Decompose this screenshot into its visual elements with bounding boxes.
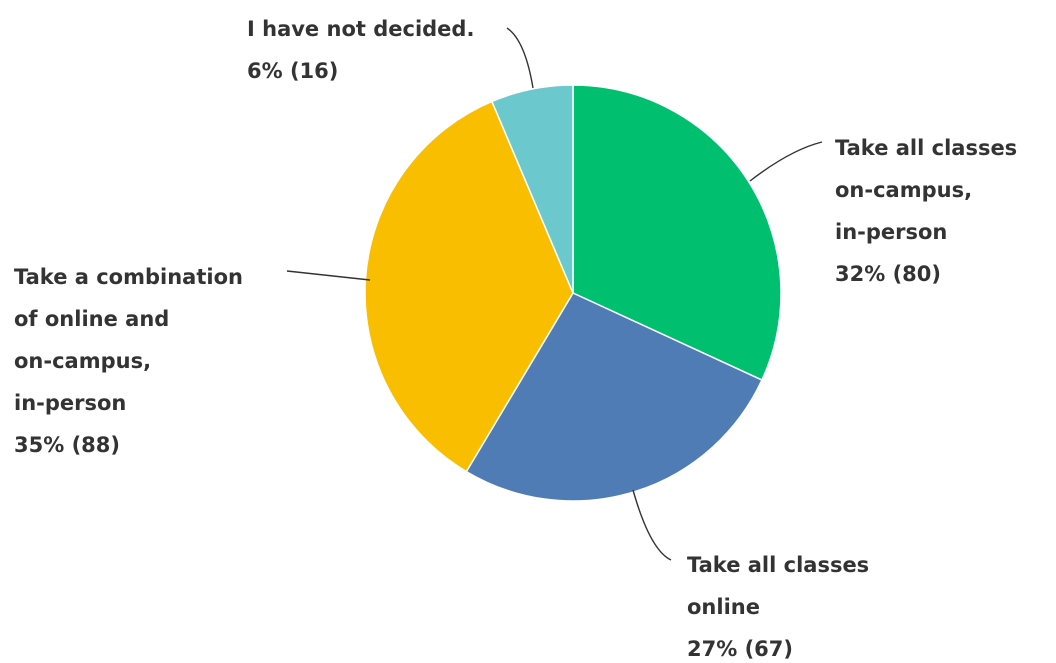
pie-slice-i-have-not-decided — [490, 84, 574, 294]
labels-layer: Take all classes on-campus, in-person 32% (… — [14, 17, 1017, 661]
pie-slice-take-a-combination-of-online-and-on-campus-in-person — [364, 100, 574, 473]
slice-label-take-a-combination-of-online-and-on-campus-in-person: Take a combination of online and on-campus… — [14, 265, 243, 457]
slice-name-line: Take all classes — [835, 136, 1017, 160]
slice-name-line: I have not decided. — [247, 17, 474, 41]
slice-name-line: of online and — [14, 307, 169, 331]
pie-slice-take-all-classes-online — [465, 292, 763, 502]
slice-value-label: 32% (80) — [835, 262, 941, 286]
leader-line-take-all-classes-on-campus-in-person — [749, 141, 823, 182]
leader-line-take-a-combination-of-online-and-on-campus-in-person — [286, 270, 371, 281]
slice-label-take-all-classes-online: Take all classes online 27% (67) — [687, 553, 869, 661]
pie-slice-take-all-classes-on-campus-in-person — [572, 84, 782, 382]
slice-name-line: on-campus, — [835, 178, 972, 202]
slice-value-label: 27% (67) — [687, 637, 793, 661]
slice-label-i-have-not-decided: I have not decided. 6% (16) — [247, 17, 474, 83]
slice-name-line: in-person — [14, 391, 126, 415]
slice-name-line: Take all classes — [687, 553, 869, 577]
leader-lines-layer — [286, 27, 823, 561]
slices-layer — [364, 84, 782, 502]
slice-name-line: online — [687, 595, 760, 619]
slice-name-line: in-person — [835, 220, 947, 244]
leader-line-take-all-classes-online — [632, 489, 672, 561]
slice-value-label: 6% (16) — [247, 59, 338, 83]
slice-value-label: 35% (88) — [14, 433, 120, 457]
leader-line-i-have-not-decided — [506, 27, 534, 89]
slice-name-line: on-campus, — [14, 349, 151, 373]
slice-label-take-all-classes-on-campus-in-person: Take all classes on-campus, in-person 32% (… — [835, 136, 1017, 286]
slice-name-line: Take a combination — [14, 265, 243, 289]
